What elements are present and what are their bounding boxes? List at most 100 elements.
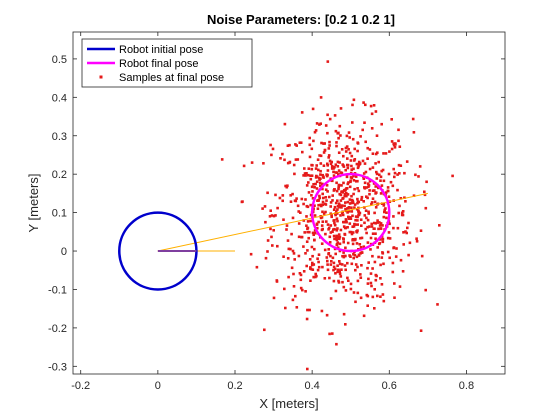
x-tick-label: 0.8 [459, 380, 474, 392]
sample-point [339, 199, 343, 202]
sample-point [362, 200, 365, 203]
sample-point [333, 188, 336, 191]
sample-point [404, 230, 407, 233]
sample-point [351, 242, 355, 246]
sample-point [356, 166, 360, 170]
sample-point [328, 276, 331, 280]
sample-point [345, 194, 348, 198]
sample-point [310, 167, 314, 171]
sample-point [272, 214, 276, 218]
sample-point [345, 187, 348, 190]
y-tick-label: 0.1 [52, 208, 67, 220]
sample-point [347, 148, 350, 151]
sample-point [391, 270, 395, 274]
sample-point [335, 234, 338, 238]
sample-point [313, 231, 316, 235]
sample-point [304, 174, 307, 177]
sample-point [272, 229, 275, 232]
sample-point [378, 221, 381, 224]
sample-point [344, 168, 347, 172]
sample-point [308, 155, 312, 159]
sample-point [287, 247, 291, 251]
sample-point [382, 179, 386, 183]
sample-point [326, 113, 329, 117]
sample-point [371, 197, 375, 200]
sample-point [335, 141, 338, 144]
sample-point [357, 210, 360, 213]
sample-point [348, 230, 352, 234]
y-tick-label: 0.5 [52, 54, 67, 66]
sample-point [379, 295, 382, 298]
sample-point [313, 214, 317, 217]
sample-point [398, 145, 402, 148]
sample-point [276, 206, 279, 210]
sample-point [328, 159, 332, 163]
sample-point [425, 180, 428, 184]
sample-point [352, 225, 356, 228]
sample-point [367, 212, 370, 215]
sample-point [352, 179, 356, 182]
sample-point [352, 256, 355, 260]
sample-point [370, 284, 373, 288]
sample-point [371, 152, 375, 155]
sample-point [338, 242, 342, 246]
sample-point [342, 188, 346, 192]
sample-point [337, 184, 341, 187]
sample-point [332, 265, 336, 269]
sample-point [329, 263, 333, 266]
sample-point [335, 217, 339, 220]
sample-point [316, 158, 320, 161]
sample-point [334, 129, 338, 133]
sample-point [379, 227, 383, 230]
sample-point [340, 171, 344, 175]
sample-point [336, 219, 339, 223]
sample-point [341, 254, 344, 258]
sample-point [334, 171, 338, 174]
sample-point [262, 162, 265, 165]
sample-point [313, 204, 316, 207]
sample-point [403, 171, 406, 175]
sample-point [375, 274, 378, 278]
sample-point [311, 231, 315, 235]
sample-point [295, 197, 298, 200]
sample-point [374, 162, 377, 165]
sample-point [344, 150, 348, 153]
sample-point [360, 236, 364, 240]
sample-point [356, 291, 360, 295]
sample-point [325, 173, 328, 176]
sample-point [336, 160, 340, 164]
sample-point [350, 206, 353, 209]
sample-point [342, 238, 345, 241]
sample-point [406, 226, 409, 230]
sample-point [360, 198, 363, 201]
sample-point [319, 173, 322, 176]
sample-point [327, 156, 330, 159]
sample-point [317, 220, 320, 224]
sample-point [358, 211, 362, 215]
sample-point [362, 172, 366, 175]
sample-point [361, 159, 365, 163]
sample-point [348, 151, 352, 155]
sample-point [331, 256, 335, 260]
axes-box [72, 31, 506, 375]
sample-point [357, 164, 360, 168]
sample-point [316, 257, 319, 260]
sample-point [368, 167, 372, 171]
sample-point [344, 268, 347, 272]
sample-point [390, 140, 394, 143]
sample-point [315, 122, 319, 125]
sample-point [314, 167, 318, 170]
sample-point [342, 154, 345, 158]
sample-point [399, 164, 403, 167]
sample-point [356, 179, 359, 183]
sample-point [367, 261, 370, 264]
sample-point [393, 175, 396, 179]
sample-point [266, 191, 269, 195]
x-tick-label: 0.4 [304, 380, 319, 392]
sample-point [337, 281, 341, 284]
sample-point [336, 165, 340, 168]
sample-point [331, 332, 334, 335]
sample-point [321, 200, 325, 204]
sample-point [381, 240, 385, 244]
chart-title: Noise Parameters: [0.2 1 0.2 1] [207, 12, 395, 27]
